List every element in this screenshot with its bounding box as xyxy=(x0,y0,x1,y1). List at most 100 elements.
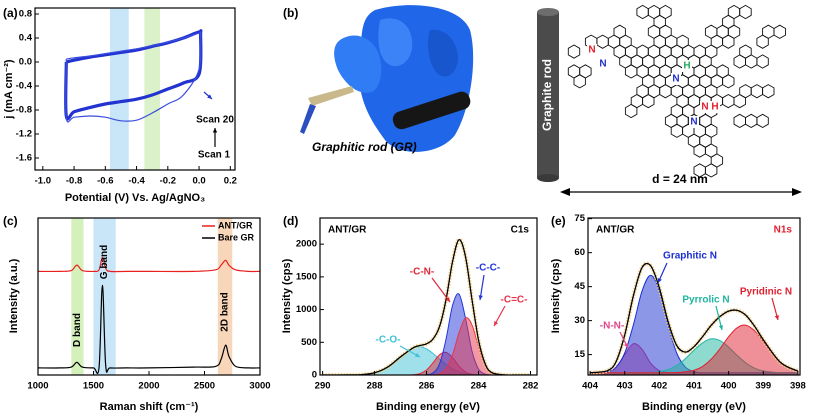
ring xyxy=(773,24,786,39)
plot-area xyxy=(64,8,203,170)
component-label: -C-N- xyxy=(410,267,434,278)
y-tick-label: 2000 xyxy=(296,239,317,250)
graphite-rod xyxy=(537,8,559,182)
panel-label: (c) xyxy=(3,214,18,228)
arrowhead xyxy=(445,297,450,302)
ring xyxy=(722,74,735,89)
plot-area xyxy=(322,237,531,375)
region-label: N1s xyxy=(774,225,793,236)
annotation: Scan 1 xyxy=(198,150,231,161)
x-tick-label: 402 xyxy=(651,381,667,392)
annotation: Scan 20 xyxy=(196,115,234,126)
atom-label: H xyxy=(683,61,690,72)
component-label: Pyrrolic N xyxy=(682,295,729,306)
plot-frame xyxy=(34,7,236,171)
atom-label: N xyxy=(690,117,697,128)
atom-bg xyxy=(710,101,720,113)
arrowhead xyxy=(657,278,662,283)
x-tick-label: -0.2 xyxy=(160,176,176,187)
y-tick-label: -0.8 xyxy=(16,105,32,116)
panel-label: (a) xyxy=(3,6,18,20)
x-tick-label: 284 xyxy=(471,381,488,392)
y-tick-label: 30 xyxy=(574,315,585,326)
arrowhead xyxy=(207,94,212,99)
ring xyxy=(756,113,769,129)
arrowhead xyxy=(774,315,779,320)
arrowhead xyxy=(415,352,420,357)
y-tick-label: 0.8 xyxy=(19,9,32,20)
envelope-line xyxy=(322,239,531,375)
y-tick-label: 0 xyxy=(312,370,317,381)
x-tick-label: 400 xyxy=(721,381,737,392)
data-line xyxy=(38,256,260,273)
y-axis-label: Intensity (cps) xyxy=(550,258,562,333)
dimension-arrow xyxy=(560,188,802,196)
legend-label: Bare GR xyxy=(218,232,255,242)
rod-top xyxy=(537,8,559,16)
component-label: -N-N- xyxy=(600,321,624,332)
rod-bottom xyxy=(537,174,559,182)
x-tick-label: 398 xyxy=(790,381,806,392)
atom-label: N xyxy=(701,102,708,113)
component-label: -C=C- xyxy=(501,295,528,306)
sample-stick xyxy=(300,104,316,134)
y-tick-label: 500 xyxy=(301,337,317,348)
band xyxy=(144,8,160,170)
ring xyxy=(642,93,655,109)
atom-label: N xyxy=(599,59,606,70)
y-tick-label: 1500 xyxy=(296,271,317,282)
atom-bg xyxy=(671,73,681,85)
glove-shadow xyxy=(428,29,458,77)
band xyxy=(71,218,84,375)
x-axis-label: Binding energy (eV) xyxy=(376,401,480,413)
ring xyxy=(704,163,718,178)
x-tick-label: -0.4 xyxy=(128,176,145,187)
rod-photo xyxy=(392,91,471,130)
band xyxy=(110,8,129,170)
legend-label: ANT/GR xyxy=(218,220,253,230)
x-tick-label: 2000 xyxy=(138,381,159,392)
x-tick-label: -0.8 xyxy=(66,176,82,187)
ring xyxy=(722,34,735,49)
panel-label: (d) xyxy=(283,214,298,228)
ring xyxy=(573,74,586,89)
ring xyxy=(756,34,769,49)
atom-bg xyxy=(689,116,699,128)
band-label: 2D band xyxy=(220,292,231,331)
x-tick-label: 0.0 xyxy=(192,176,205,187)
arrowhead xyxy=(212,128,218,133)
molecule: NN HNN HN xyxy=(567,4,786,178)
x-tick-label: 1500 xyxy=(83,381,104,392)
rod-cylinder xyxy=(537,12,559,178)
band xyxy=(217,218,233,375)
glove-finger xyxy=(334,35,382,93)
y-tick-label: 15 xyxy=(574,349,585,360)
data-line xyxy=(65,31,202,123)
atom-label: H xyxy=(711,102,718,113)
component-label: Graphitic N xyxy=(663,251,717,262)
x-tick-label: 3000 xyxy=(249,381,270,392)
y-tick-label: 45 xyxy=(574,281,585,292)
y-tick-label: -0.4 xyxy=(16,81,33,92)
band-label: D band xyxy=(72,313,83,347)
x-axis-label: Binding energy (eV) xyxy=(642,401,746,413)
component-label: Pyridinic N xyxy=(740,287,792,298)
sample-label: ANT/GR xyxy=(596,225,635,236)
y-tick-label: 1000 xyxy=(296,304,317,315)
x-axis-label: Raman shift (cm⁻¹) xyxy=(100,401,199,413)
x-tick-label: 401 xyxy=(686,381,703,392)
ring xyxy=(733,93,746,109)
arrowhead xyxy=(560,188,570,196)
data-line xyxy=(38,284,260,375)
y-axis-label: Intensity (a.u.) xyxy=(8,258,20,333)
x-tick-label: 282 xyxy=(523,381,539,392)
atom-bg xyxy=(587,44,597,56)
y-tick-label: 75 xyxy=(574,213,585,224)
arrowhead xyxy=(478,295,483,300)
arrowhead xyxy=(494,321,499,326)
arrowhead xyxy=(792,188,802,196)
ring xyxy=(762,84,775,99)
panel-label: (e) xyxy=(551,214,566,228)
glove-highlight xyxy=(378,18,413,67)
component-area xyxy=(589,324,799,375)
